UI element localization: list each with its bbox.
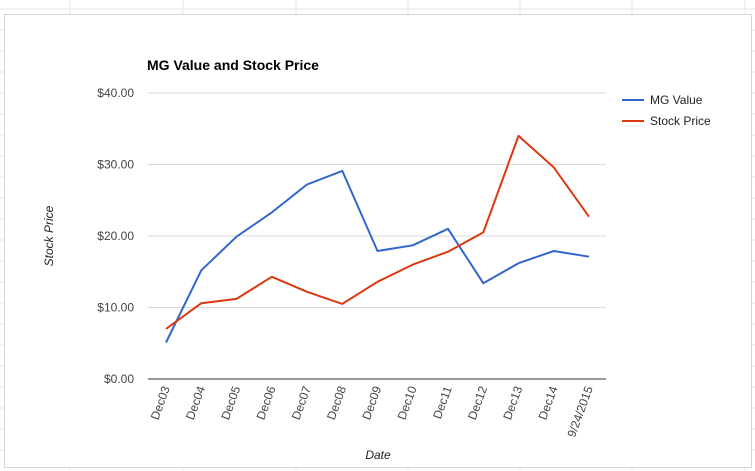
- x-tick-label: Dec03: [148, 384, 173, 422]
- series-lines: [165, 134, 590, 343]
- y-tick-label: $40.00: [97, 86, 134, 100]
- x-axis-tick-labels: Dec03 Dec04 Dec05 Dec06 Dec07 Dec08 Dec09 Dec10…: [148, 384, 596, 439]
- x-tick-label: Dec09: [359, 384, 384, 422]
- x-tick-label: Dec14: [536, 384, 561, 422]
- chart-container[interactable]: [4, 14, 752, 468]
- x-tick-label: Dec07: [289, 384, 314, 422]
- series-line-stock-price: [165, 134, 590, 330]
- series-line-mg-value: [165, 169, 590, 343]
- legend-label: MG Value: [650, 93, 703, 107]
- chart-title: MG Value and Stock Price: [147, 57, 319, 73]
- x-tick-label: Dec04: [183, 384, 208, 422]
- x-tick-label: Dec08: [324, 384, 349, 422]
- x-tick-label: Dec11: [430, 384, 455, 421]
- x-tick-label: Dec10: [395, 384, 420, 422]
- y-axis-title: Stock Price: [42, 205, 56, 266]
- y-tick-label: $10.00: [97, 301, 134, 315]
- x-tick-label: Dec05: [218, 384, 243, 422]
- y-tick-label: $20.00: [97, 229, 134, 243]
- gridlines: [148, 92, 606, 308]
- x-tick-label: Dec13: [500, 384, 525, 422]
- x-tick-label: 9/24/2015: [564, 384, 596, 439]
- y-axis-tick-labels: $0.00 $10.00 $20.00 $30.00 $40.00: [97, 86, 134, 386]
- x-tick-label: Dec12: [465, 384, 490, 422]
- x-tick-label: Dec06: [254, 384, 279, 422]
- x-axis-title: Date: [365, 448, 391, 462]
- y-tick-label: $30.00: [97, 158, 134, 172]
- legend-label: Stock Price: [650, 114, 711, 128]
- legend: MG Value Stock Price: [622, 93, 711, 128]
- y-tick-label: $0.00: [104, 372, 134, 386]
